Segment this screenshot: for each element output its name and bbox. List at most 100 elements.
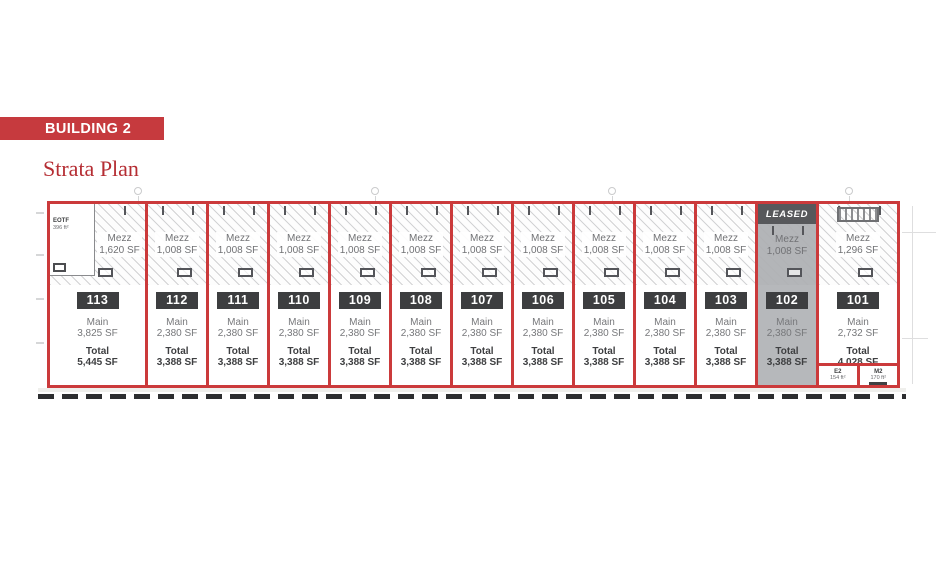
main-sf: 2,380 SF	[766, 328, 808, 339]
door-jamb-icon	[710, 206, 713, 215]
unit-info: 103 Main 2,380 SF Total 3,388 SF	[697, 285, 755, 385]
unit-number-badge: 108	[400, 292, 442, 309]
mezz-word: Mezz	[287, 233, 311, 244]
total-area-label: Total 3,388 SF	[453, 346, 511, 368]
grid-bubble-icon	[845, 187, 853, 201]
main-word: Main	[532, 317, 554, 328]
adjacent-structure-line	[902, 232, 936, 233]
mezz-text: Mezz 1,008 SF	[398, 232, 444, 257]
main-sf: 2,380 SF	[156, 328, 198, 339]
strata-plan: LEASED EOTF 396 ft² Mezz 1,620 SF 113	[47, 201, 900, 388]
mezz-sf: 1,620 SF	[99, 244, 140, 256]
mezz-area-label: Mezz 1,008 SF	[331, 232, 389, 258]
total-sf: 3,388 SF	[705, 357, 747, 368]
door-jamb-icon	[466, 206, 469, 215]
mezzanine-area: Mezz 1,008 SF	[697, 204, 755, 285]
unit-info: 104 Main 2,380 SF Total 3,388 SF	[636, 285, 694, 385]
unit-info: 107 Main 2,380 SF Total 3,388 SF	[453, 285, 511, 385]
unit-103: LEASED Mezz 1,008 SF 103	[697, 204, 758, 385]
unit-108: LEASED Mezz 1,008 SF 108	[392, 204, 453, 385]
mezz-text: Mezz 1,008 SF	[459, 232, 505, 257]
mezz-area-label: Mezz 1,008 SF	[453, 232, 511, 258]
main-area-label: Main 2,380 SF	[148, 317, 206, 339]
main-area-label: Main 2,380 SF	[636, 317, 694, 339]
main-sf: 2,380 SF	[339, 328, 381, 339]
unit-101: LEASED Mezz 1,296 SF 101	[819, 204, 897, 385]
mezz-word: Mezz	[107, 233, 132, 244]
mezz-sf: 1,008 SF	[705, 244, 747, 256]
total-sf: 3,388 SF	[583, 357, 625, 368]
door-jamb-icon	[436, 206, 439, 215]
total-area-label: Total 3,388 SF	[331, 346, 389, 368]
washroom-icon	[726, 268, 741, 277]
main-word: Main	[410, 317, 432, 328]
unit-info: 111 Main 2,380 SF Total 3,388 SF	[209, 285, 267, 385]
unit-info: 109 Main 2,380 SF Total 3,388 SF	[331, 285, 389, 385]
room-label: M2	[874, 369, 883, 375]
main-sf: 2,380 SF	[522, 328, 564, 339]
main-sf: 2,380 SF	[217, 328, 259, 339]
total-sf: 3,388 SF	[339, 357, 381, 368]
total-word: Total	[653, 346, 677, 357]
unit-info: 108 Main 2,380 SF Total 3,388 SF	[392, 285, 450, 385]
main-word: Main	[593, 317, 615, 328]
unit-number-badge: 111	[217, 292, 259, 309]
main-area-label: Main 2,380 SF	[331, 317, 389, 339]
mezzanine-area: Mezz 1,008 SF	[514, 204, 572, 285]
main-word: Main	[654, 317, 676, 328]
adjacent-structure-line	[912, 206, 913, 384]
unit-105: LEASED Mezz 1,008 SF 105	[575, 204, 636, 385]
total-word: Total	[531, 346, 555, 357]
mezzanine-area: Mezz 1,008 SF	[148, 204, 206, 285]
mezz-area-label: Mezz 1,008 SF	[636, 232, 694, 258]
main-area-label: Main 2,380 SF	[453, 317, 511, 339]
mezz-area-label: Mezz 1,008 SF	[209, 232, 267, 258]
unit-info: 113 Main 3,825 SF Total 5,445 SF	[50, 285, 145, 385]
mezz-area-label: Mezz 1,008 SF	[697, 232, 755, 258]
mezzanine-area: Mezz 1,008 SF	[209, 204, 267, 285]
door-jamb-icon	[161, 206, 164, 215]
unit-number-badge: 102	[766, 292, 808, 309]
main-word: Main	[715, 317, 737, 328]
mezz-text: Mezz 1,008 SF	[276, 232, 322, 257]
washroom-icon	[421, 268, 436, 277]
door-jamb-icon	[527, 206, 530, 215]
main-word: Main	[776, 317, 798, 328]
total-word: Total	[846, 346, 870, 357]
door-jamb-icon	[405, 206, 408, 215]
total-area-label: Total 3,388 SF	[514, 346, 572, 368]
door-jamb-icon	[283, 206, 286, 215]
mezz-word: Mezz	[226, 233, 250, 244]
page-title: Strata Plan	[43, 156, 139, 181]
unit-info: 101 Main 2,732 SF Total 4,028 SF	[819, 285, 897, 385]
total-sf: 5,445 SF	[77, 357, 118, 368]
mezz-text: Mezz 1,008 SF	[520, 232, 566, 257]
total-area-label: Total 3,388 SF	[392, 346, 450, 368]
eotf-room: EOTF 396 ft²	[50, 204, 95, 276]
total-word: Total	[409, 346, 433, 357]
grid-tick-icon	[36, 342, 44, 344]
main-word: Main	[349, 317, 371, 328]
unit-number-badge: 112	[156, 292, 198, 309]
unit-number-badge: 101	[837, 292, 879, 309]
unit-info: 110 Main 2,380 SF Total 3,388 SF	[270, 285, 328, 385]
door-jamb-icon	[222, 206, 225, 215]
door-jamb-icon	[344, 206, 347, 215]
room-area: 154 ft²	[829, 375, 846, 381]
unit-111: LEASED Mezz 1,008 SF 111	[209, 204, 270, 385]
unit-110: LEASED Mezz 1,008 SF 110	[270, 204, 331, 385]
total-area-label: Total 5,445 SF	[50, 346, 145, 368]
grid-bubble-icon	[608, 187, 616, 201]
door-jamb-icon	[879, 206, 882, 215]
total-word: Total	[85, 346, 110, 357]
total-area-label: Total 3,388 SF	[697, 346, 755, 368]
mezz-word: Mezz	[846, 233, 870, 244]
main-sf: 3,825 SF	[77, 328, 118, 339]
room-label: E2	[834, 369, 842, 375]
main-area-label: Main 2,380 SF	[758, 317, 816, 339]
counter-icon	[869, 382, 888, 385]
total-sf: 3,388 SF	[278, 357, 320, 368]
main-word: Main	[847, 317, 869, 328]
mezz-sf: 1,008 SF	[583, 244, 625, 256]
